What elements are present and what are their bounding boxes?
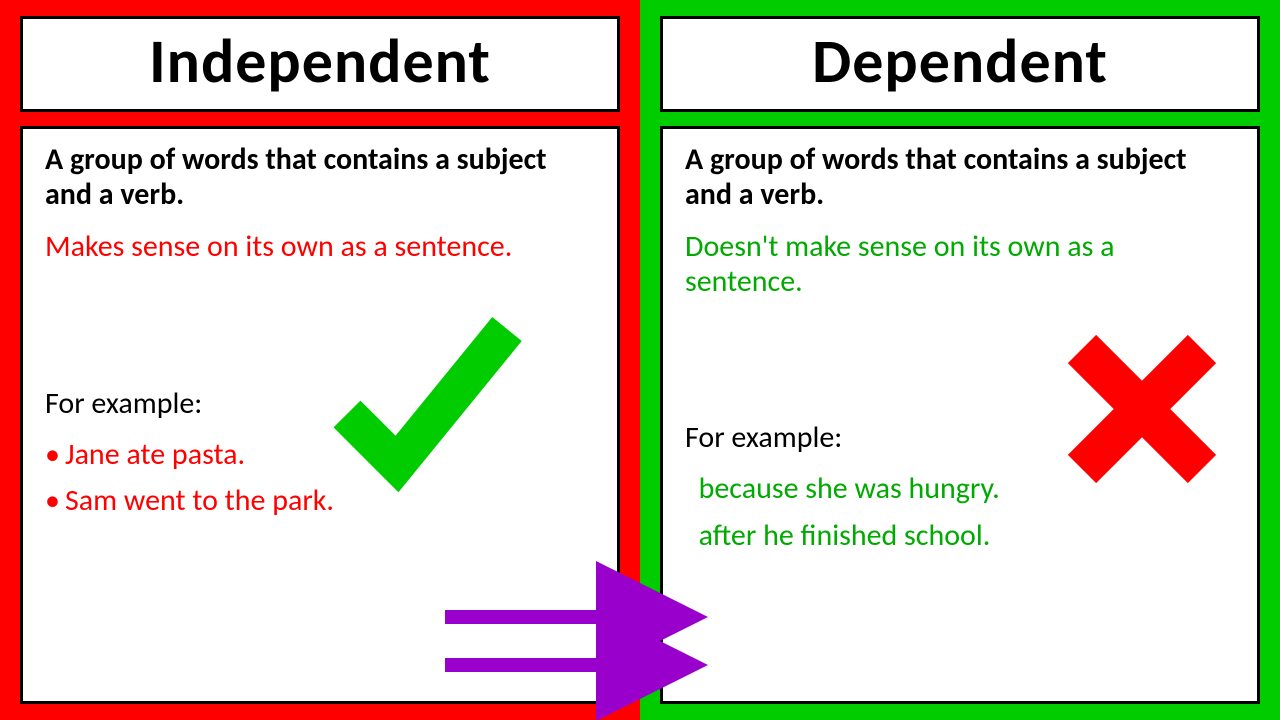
independent-title-box: Independent [20,16,620,112]
dependent-sense: Doesn't make sense on its own as a sente… [685,230,1235,299]
independent-sense: Makes sense on its own as a sentence. [45,230,595,265]
check-icon [327,304,527,499]
independent-title: Independent [149,23,491,99]
dependent-title: Dependent [812,23,1108,99]
dependent-definition: A group of words that contains a subject… [685,143,1235,212]
dependent-body: A group of words that contains a subject… [660,126,1260,704]
dependent-title-box: Dependent [660,16,1260,112]
independent-definition: A group of words that contains a subject… [45,143,595,212]
comparison-wrap: Independent A group of words that contai… [0,0,1280,720]
dependent-example-2: after he finished school. [685,513,1235,560]
independent-body: A group of words that contains a subject… [20,126,620,704]
dependent-panel: Dependent A group of words that contains… [640,0,1280,720]
independent-panel: Independent A group of words that contai… [0,0,640,720]
cross-icon [1057,324,1227,499]
